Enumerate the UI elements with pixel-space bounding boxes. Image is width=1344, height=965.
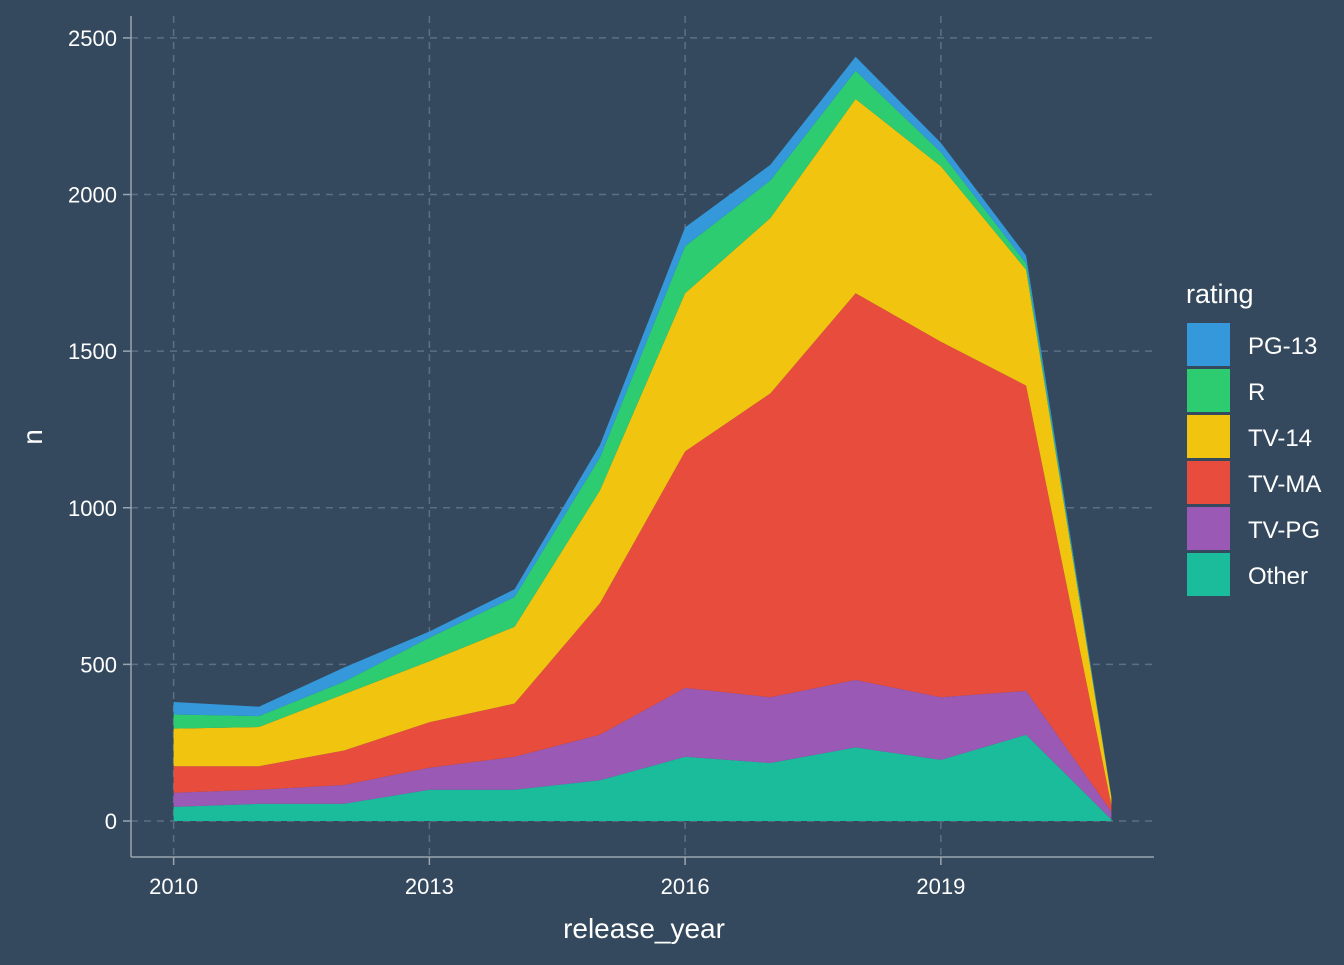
legend-title: rating [1186, 279, 1254, 309]
area-other [173, 734, 1112, 821]
x-tick-label: 2016 [661, 874, 710, 899]
x-tick-label: 2019 [916, 874, 965, 899]
y-tick-label: 1500 [68, 339, 117, 364]
legend-swatch-tv-ma [1187, 461, 1230, 504]
y-tick-label: 2500 [68, 26, 117, 51]
area-tv-ma [173, 293, 1112, 812]
legend-swatch-other [1187, 553, 1230, 596]
legend-label-tv-pg: TV-PG [1248, 517, 1320, 544]
legend-label-pg-13: PG-13 [1248, 333, 1317, 360]
x-axis-title: release_year [563, 913, 725, 944]
legend-swatch-tv-pg [1187, 507, 1230, 550]
y-axis-title: n [17, 429, 48, 445]
y-tick-label: 1000 [68, 496, 117, 521]
areas [173, 56, 1112, 821]
x-tick-label: 2013 [405, 874, 454, 899]
legend-swatch-pg-13 [1187, 323, 1230, 366]
y-tick-label: 0 [105, 809, 117, 834]
axes: release_year n 0 500 1000 1500 2000 2500 2010 2… [17, 16, 1154, 944]
legend-label-r: R [1248, 379, 1265, 406]
y-tick-label: 2000 [68, 183, 117, 208]
area-tv-pg [173, 680, 1112, 820]
x-tick-label: 2010 [149, 874, 198, 899]
legend-swatch-tv-14 [1187, 415, 1230, 458]
legend: rating PG-13 R TV-14 TV-MA TV-PG Other [1186, 279, 1321, 596]
legend-label-tv-ma: TV-MA [1248, 471, 1321, 498]
legend-label-tv-14: TV-14 [1248, 425, 1312, 452]
legend-label-other: Other [1248, 563, 1308, 590]
y-tick-label: 500 [80, 652, 117, 677]
area-tv-14 [173, 99, 1112, 806]
legend-swatch-r [1187, 369, 1230, 412]
